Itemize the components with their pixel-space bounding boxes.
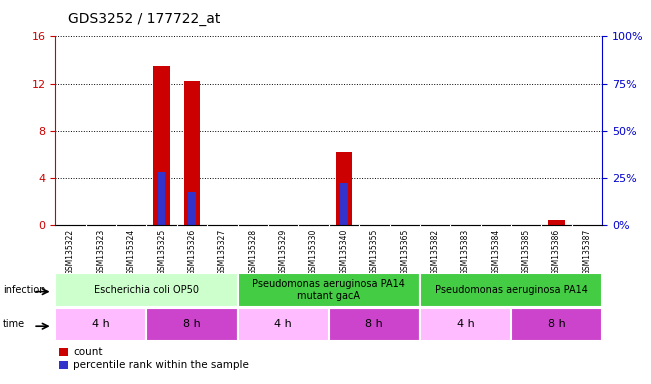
Bar <box>420 308 511 341</box>
Text: 4 h: 4 h <box>456 319 475 329</box>
Text: GSM135322: GSM135322 <box>66 228 75 275</box>
Text: GSM135326: GSM135326 <box>187 228 197 275</box>
Text: GSM135325: GSM135325 <box>157 228 166 275</box>
Text: GSM135386: GSM135386 <box>552 228 561 275</box>
Bar <box>55 308 146 341</box>
Text: 8 h: 8 h <box>547 319 566 329</box>
Text: GSM135365: GSM135365 <box>400 228 409 275</box>
Bar <box>420 273 602 306</box>
Bar <box>158 172 165 225</box>
Text: 4 h: 4 h <box>92 319 110 329</box>
Text: GSM135329: GSM135329 <box>279 228 288 275</box>
Bar <box>329 308 420 341</box>
Text: GSM135327: GSM135327 <box>218 228 227 275</box>
Text: 4 h: 4 h <box>274 319 292 329</box>
Text: Pseudomonas aeruginosa PA14: Pseudomonas aeruginosa PA14 <box>435 285 587 295</box>
Text: GSM135328: GSM135328 <box>248 228 257 275</box>
Text: count: count <box>73 347 103 357</box>
Text: infection: infection <box>3 285 46 295</box>
Text: GSM135323: GSM135323 <box>96 228 105 275</box>
Text: Escherichia coli OP50: Escherichia coli OP50 <box>94 285 199 295</box>
Bar <box>154 66 170 225</box>
Text: Pseudomonas aeruginosa PA14
mutant gacA: Pseudomonas aeruginosa PA14 mutant gacA <box>253 279 405 301</box>
Text: GSM135340: GSM135340 <box>339 228 348 275</box>
Bar <box>146 308 238 341</box>
Text: GSM135324: GSM135324 <box>127 228 136 275</box>
Text: GSM135387: GSM135387 <box>583 228 592 275</box>
Text: GDS3252 / 177722_at: GDS3252 / 177722_at <box>68 12 221 25</box>
Text: GSM135330: GSM135330 <box>309 228 318 275</box>
Bar <box>340 184 348 225</box>
Text: GSM135385: GSM135385 <box>521 228 531 275</box>
Bar <box>238 308 329 341</box>
Text: 8 h: 8 h <box>365 319 383 329</box>
Bar <box>238 273 420 306</box>
Text: GSM135355: GSM135355 <box>370 228 379 275</box>
Bar <box>511 308 602 341</box>
Bar <box>336 152 352 225</box>
Text: time: time <box>3 319 25 329</box>
Text: 8 h: 8 h <box>183 319 201 329</box>
Bar <box>55 273 238 306</box>
Bar <box>548 220 565 225</box>
Text: GSM135382: GSM135382 <box>430 228 439 275</box>
Bar <box>188 192 196 225</box>
Bar <box>184 81 201 225</box>
Text: percentile rank within the sample: percentile rank within the sample <box>73 360 249 370</box>
Text: GSM135383: GSM135383 <box>461 228 470 275</box>
Text: GSM135384: GSM135384 <box>492 228 501 275</box>
